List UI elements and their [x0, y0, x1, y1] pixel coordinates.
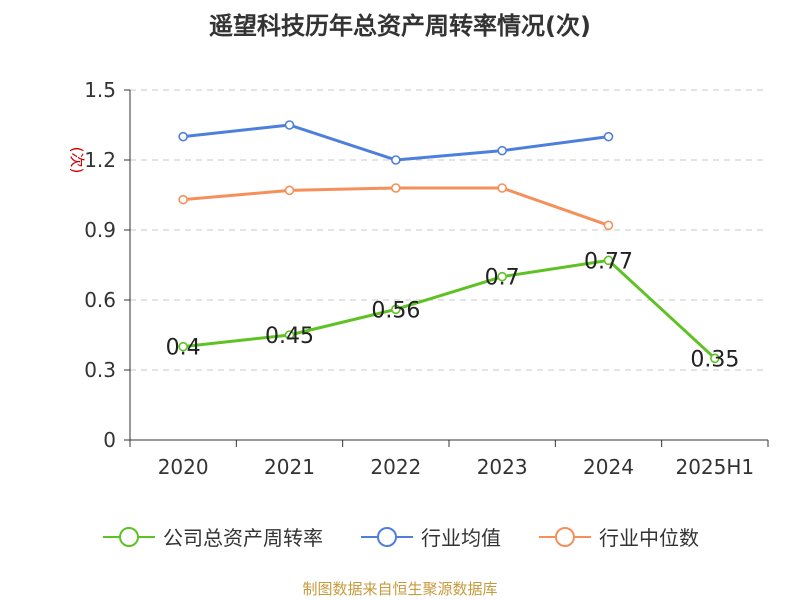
x-tick-label: 2025H1	[675, 455, 754, 479]
series-line-2	[183, 186, 609, 227]
data-point[interactable]	[497, 271, 507, 282]
legend: 公司总资产周转率 行业均值 行业中位数	[0, 522, 800, 551]
data-label: 0.4	[166, 336, 201, 361]
legend-item-industry-mean[interactable]: 行业均值	[359, 522, 501, 551]
footer-source: 制图数据来自恒生聚源数据库	[302, 580, 498, 598]
y-tick-label: 1.2	[84, 148, 116, 172]
data-point[interactable]	[497, 183, 507, 193]
legend-label-industry-mean: 行业均值	[421, 526, 501, 550]
y-tick-label: 0.6	[84, 288, 116, 312]
data-point[interactable]	[603, 131, 614, 142]
legend-swatch-company	[103, 526, 155, 547]
legend-item-company[interactable]: 公司总资产周转率	[101, 522, 323, 551]
data-label: 0.35	[690, 347, 739, 372]
data-point[interactable]	[391, 155, 401, 165]
data-point[interactable]	[391, 183, 401, 193]
data-point[interactable]	[497, 145, 507, 156]
data-point[interactable]	[710, 353, 720, 364]
y-tick-label: 0.3	[84, 358, 116, 382]
data-point[interactable]	[391, 304, 401, 315]
y-tick-label: 0.9	[84, 218, 116, 242]
data-point[interactable]	[178, 131, 188, 142]
data-label: 0.7	[485, 266, 520, 291]
series-line-0	[183, 258, 716, 360]
data-label: 0.77	[584, 249, 633, 274]
data-label: 0.56	[371, 298, 420, 323]
x-tick-label: 2024	[583, 455, 634, 479]
data-label: 0.45	[265, 324, 314, 349]
chart-title: 遥望科技历年总资产周转率情况(次)	[209, 12, 591, 40]
data-point[interactable]	[603, 220, 614, 231]
legend-label-industry-median: 行业中位数	[599, 526, 699, 550]
legend-swatch-industry-median	[539, 526, 591, 547]
x-tick-label: 2023	[477, 455, 528, 479]
legend-swatch-industry-mean	[361, 526, 413, 547]
y-axis-label: (次)	[68, 147, 86, 174]
data-point[interactable]	[178, 194, 188, 205]
y-tick-label: 1.5	[84, 78, 116, 102]
x-tick-label: 2021	[264, 455, 315, 479]
data-point[interactable]	[284, 120, 295, 130]
data-point[interactable]	[178, 341, 188, 352]
data-point[interactable]	[284, 185, 295, 196]
legend-item-industry-median[interactable]: 行业中位数	[537, 522, 699, 551]
series-line-1	[183, 123, 609, 162]
y-tick-label: 0	[103, 428, 116, 452]
data-point[interactable]	[284, 330, 295, 340]
data-point[interactable]	[603, 255, 614, 266]
x-tick-label: 2020	[158, 455, 209, 479]
legend-label-company: 公司总资产周转率	[163, 526, 323, 550]
x-tick-label: 2022	[370, 455, 421, 479]
